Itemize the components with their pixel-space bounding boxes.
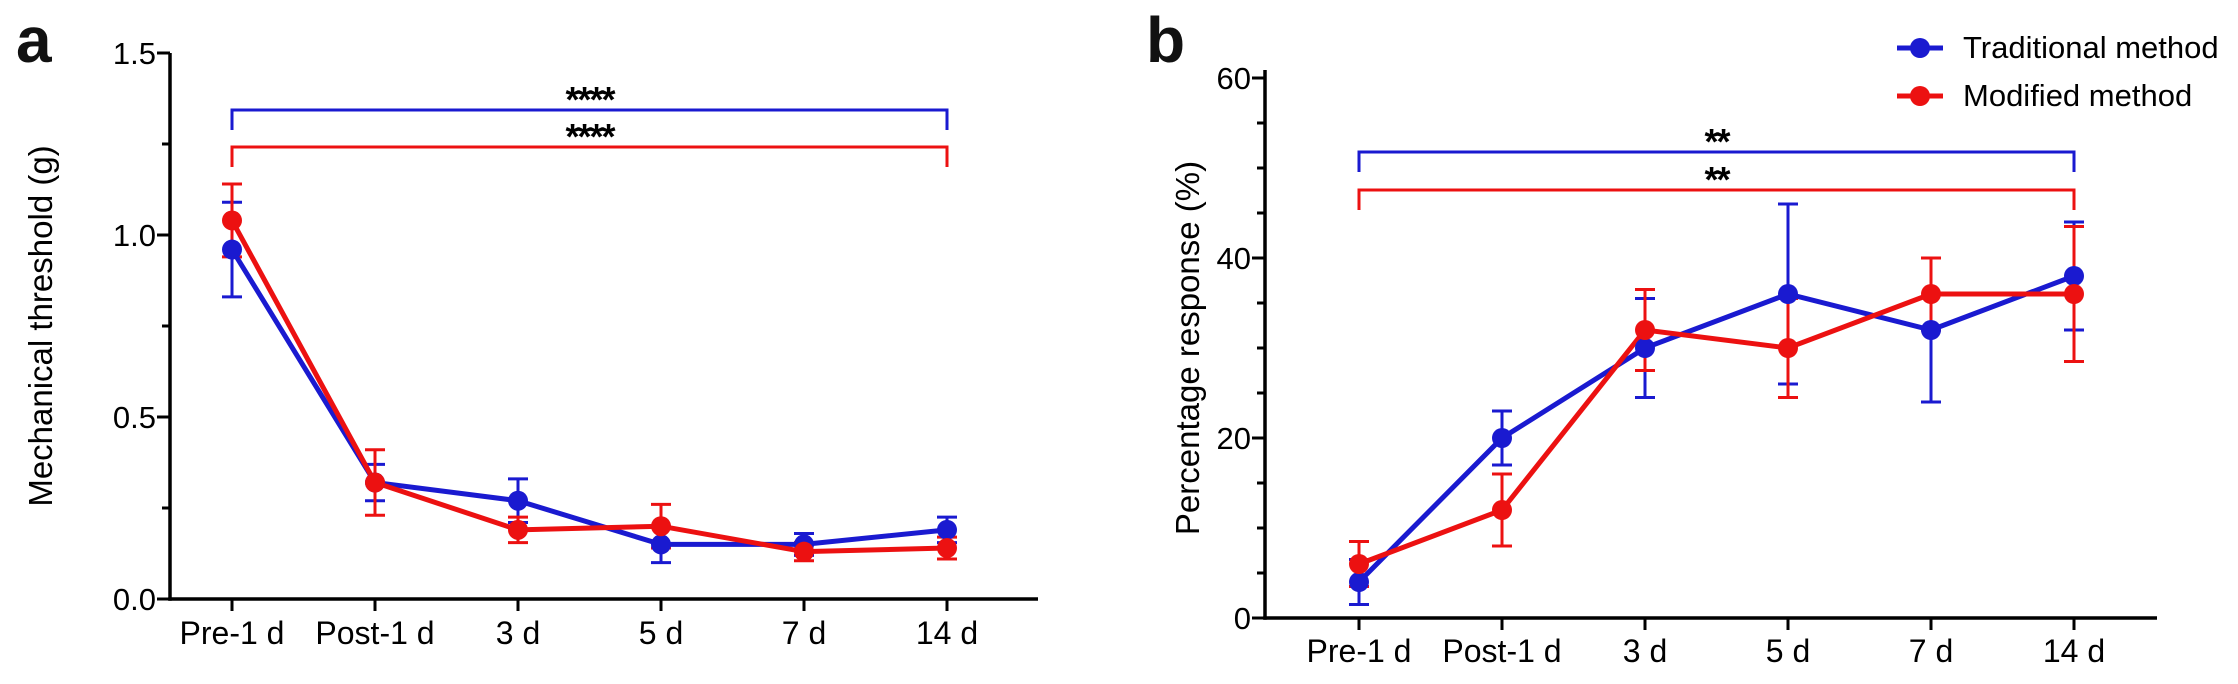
panel-b-letter: b	[1146, 4, 1186, 76]
series-line	[1357, 273, 2075, 584]
y-tick-label: 60	[1217, 61, 1251, 96]
data-point-marker	[2064, 266, 2084, 286]
y-tick-label: 40	[1217, 241, 1251, 276]
data-point-marker	[508, 519, 528, 540]
significance-stars: ****	[565, 116, 615, 157]
data-point-marker	[651, 534, 671, 555]
y-tick-label: 20	[1217, 421, 1251, 456]
y-tick-label: 0.5	[113, 400, 156, 435]
data-point-marker	[222, 239, 242, 260]
x-tick-label: 3 d	[1623, 633, 1667, 669]
panel-a-letter: a	[16, 4, 52, 76]
significance-stars: ****	[565, 79, 615, 120]
x-tick-label: Post-1 d	[315, 615, 434, 651]
series-line	[229, 248, 948, 547]
data-point-marker	[794, 541, 814, 562]
y-tick-label: 1.5	[113, 36, 156, 71]
data-point-marker	[1349, 572, 1369, 592]
data-point-marker	[1778, 338, 1798, 358]
x-tick-label: 5 d	[639, 615, 683, 651]
legend-label-modified: Modified method	[1963, 78, 2193, 113]
significance-stars: **	[1704, 121, 1730, 162]
significance-bracket	[1357, 150, 2076, 172]
traditional-line-marker-icon	[1897, 38, 1943, 58]
x-tick-label: Post-1 d	[1442, 633, 1561, 669]
x-tick-label: 7 d	[1909, 633, 1953, 669]
series-line	[1358, 291, 2074, 567]
data-point-marker	[1778, 284, 1798, 304]
legend: Traditional method Modified method	[1897, 24, 2219, 120]
y-tick-label: 0.0	[113, 582, 156, 617]
data-point-marker	[651, 516, 671, 537]
data-point-marker	[1921, 284, 1941, 304]
x-tick-label: Pre-1 d	[180, 615, 285, 651]
y-tick-label: 1.0	[113, 218, 156, 253]
panel-b-chart: 0 20 40 60 Pre-1 d Post-1 d 3 d 5 d 7 d 14 d Perce…	[1169, 61, 2157, 669]
data-point-marker	[937, 538, 957, 559]
significance-stars: **	[1704, 159, 1730, 200]
data-point-marker	[1635, 320, 1655, 340]
data-point-marker	[365, 472, 385, 493]
data-point-marker	[1492, 500, 1512, 520]
data-point-marker	[1492, 428, 1512, 448]
data-point-marker	[508, 490, 528, 511]
significance-bracket	[230, 108, 949, 130]
series-line	[229, 219, 948, 555]
data-point-marker	[2064, 284, 2084, 304]
y-tick-label: 0	[1234, 601, 1251, 636]
significance-bracket	[1357, 188, 2076, 210]
x-tick-label: 5 d	[1766, 633, 1810, 669]
x-tick-label: 14 d	[916, 615, 978, 651]
significance-bracket	[230, 145, 949, 167]
legend-item-modified: Modified method	[1897, 72, 2219, 120]
modified-line-marker-icon	[1897, 86, 1943, 106]
y-axis-title: Mechanical threshold (g)	[22, 145, 59, 506]
y-axis-title: Percentage response (%)	[1169, 161, 1206, 535]
x-tick-label: 14 d	[2043, 633, 2105, 669]
legend-item-traditional: Traditional method	[1897, 24, 2219, 72]
x-tick-label: Pre-1 d	[1307, 633, 1412, 669]
legend-label-traditional: Traditional method	[1963, 30, 2219, 65]
data-point-marker	[1349, 554, 1369, 574]
x-tick-label: 7 d	[782, 615, 826, 651]
data-point-marker	[222, 210, 242, 231]
x-tick-label: 3 d	[496, 615, 540, 651]
data-point-marker	[937, 519, 957, 540]
panel-a-chart: 0.0 0.5 1.0 1.5 Pre-1 d Post-1 d 3 d 5 d 7 d 14 d…	[22, 36, 1038, 651]
data-point-marker	[1635, 338, 1655, 358]
data-point-marker	[1921, 320, 1941, 340]
